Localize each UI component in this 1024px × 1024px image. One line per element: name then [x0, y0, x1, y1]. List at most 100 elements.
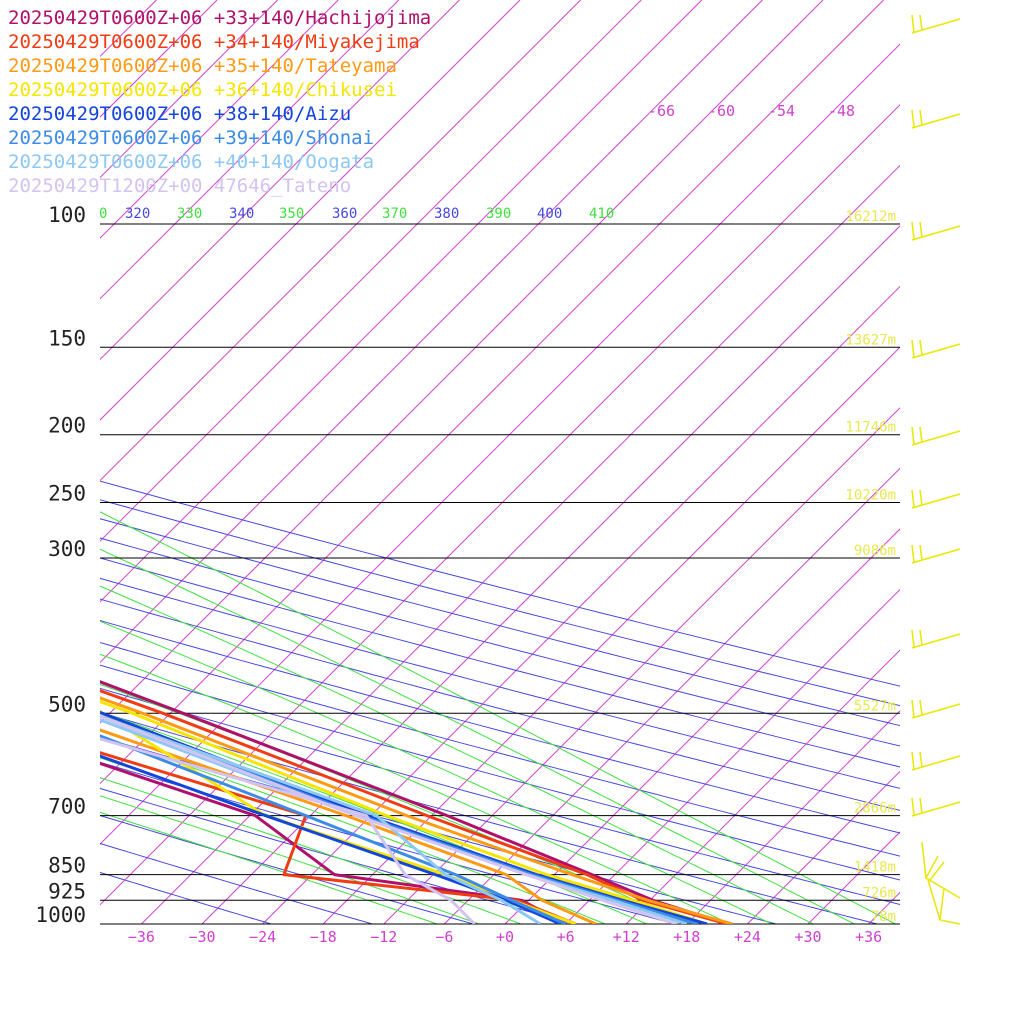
height-label: 1418m	[854, 860, 896, 876]
isotherm-line	[141, 164, 900, 924]
temperature-tick-label: +24	[734, 928, 761, 946]
dry-adiabat-line	[100, 687, 900, 906]
pressure-tick-label: 200	[48, 414, 86, 438]
pressure-tick-label: 700	[48, 795, 86, 819]
wind-barb	[911, 109, 961, 129]
isotherm-line	[100, 0, 824, 724]
pressure-tick-label: 850	[48, 854, 86, 878]
dewpoint-line	[100, 728, 597, 924]
legend-entry: 20250429T0600Z+06 +36+140/Chikusei	[8, 79, 397, 101]
pressure-tick-label: 500	[48, 692, 86, 716]
dewpoint-line	[100, 734, 567, 924]
dewpoint-line	[100, 737, 476, 924]
isotherm-line	[504, 528, 900, 924]
temperature-tick-label: +12	[613, 928, 640, 946]
isotherm-line	[100, 0, 521, 421]
legend-entry: 20250429T0600Z+06 +33+140/Hachijojima	[8, 7, 432, 29]
dry-adiabat-line	[100, 842, 375, 924]
theta-label: 390	[486, 206, 511, 222]
theta-label: 360	[332, 206, 357, 222]
sounding-series	[100, 680, 733, 924]
isotherm-line	[100, 0, 278, 179]
wind-barb	[911, 751, 961, 771]
pressure-tick-label: 250	[48, 482, 86, 506]
theta-label: 0	[99, 206, 107, 222]
isotherm-line	[747, 770, 900, 924]
legend-entry: 20250429T0600Z+06 +35+140/Tateyama	[8, 55, 397, 77]
legend-entry: 20250429T0600Z+06 +38+140/Aizu	[8, 103, 352, 125]
wind-barb	[911, 339, 961, 359]
temperature-tick-label: +30	[794, 928, 821, 946]
height-label: 726m	[862, 885, 896, 901]
moist-adiabat-line	[100, 585, 815, 924]
wind-barb	[921, 841, 961, 899]
moist-adiabat-line	[100, 653, 732, 924]
top-isotherm-label: -66	[648, 102, 675, 120]
theta-label: 350	[279, 206, 304, 222]
height-label: 2866m	[854, 801, 896, 817]
temperature-line	[100, 680, 728, 924]
isotherm-line	[100, 0, 400, 300]
legend-entry: 20250429T0600Z+06 +40+140/Oogata	[8, 151, 375, 173]
legend: 20250429T0600Z+06 +33+140/Hachijojima 202…	[8, 6, 431, 198]
height-label: 11746m	[845, 420, 896, 436]
isotherm-line	[100, 0, 703, 603]
wind-barb	[911, 699, 961, 719]
temperature-tick-label: +18	[673, 928, 700, 946]
wind-barb	[911, 426, 961, 446]
dry-adiabat-line	[100, 642, 900, 857]
wind-barb	[911, 14, 961, 34]
moist-adiabat-line	[100, 795, 481, 924]
pressure-tick-label: 300	[48, 537, 86, 561]
height-label: 16212m	[845, 209, 896, 225]
dry-adiabat-line	[100, 711, 880, 924]
moist-adiabat-line	[100, 710, 649, 924]
isotherm-line	[100, 0, 642, 542]
top-isotherm-label: -48	[828, 102, 855, 120]
legend-entry: 20250429T0600Z+06 +39+140/Shonai	[8, 127, 375, 149]
isobar-lines	[100, 223, 900, 925]
pressure-tick-label: 150	[48, 326, 86, 350]
theta-label: 330	[177, 206, 202, 222]
dry-adiabat-line	[100, 598, 900, 811]
wind-barb	[911, 544, 961, 564]
temperature-line	[100, 699, 708, 924]
temperature-line	[100, 696, 733, 924]
height-label: 5527m	[854, 698, 896, 714]
theta-label: 320	[125, 206, 150, 222]
dewpoint-line	[100, 754, 562, 924]
temperature-line	[100, 714, 678, 924]
isotherm-line	[807, 831, 900, 924]
temperature-tick-label: −6	[435, 928, 453, 946]
pressure-tick-label: 100	[48, 203, 86, 227]
dry-adiabat-line	[100, 664, 900, 881]
moist-adiabat-line	[100, 511, 897, 924]
wind-barbs	[911, 14, 961, 925]
moist-adiabat-line	[100, 811, 439, 924]
isotherm-line	[625, 649, 900, 924]
dewpoint-line	[100, 714, 542, 924]
legend-entry: 20250429T0600Z+06 +34+140/Miyakejima	[8, 31, 420, 53]
dry-adiabat-line	[100, 557, 900, 768]
temperature-tick-label: −24	[249, 928, 276, 946]
moist-adiabat-line	[100, 548, 856, 924]
isotherm-line	[201, 225, 900, 924]
height-label: 9086m	[854, 543, 896, 559]
temperature-tick-label: −30	[188, 928, 215, 946]
temperature-tick-label: +0	[496, 928, 514, 946]
moist-adiabat-lines	[100, 511, 897, 924]
top-isotherm-label: -54	[768, 102, 795, 120]
isotherm-line	[990, 0, 1024, 924]
wind-barb	[911, 221, 961, 241]
isotherm-line	[100, 43, 900, 845]
isotherm-line	[565, 588, 900, 924]
pressure-tick-label: 925	[48, 879, 86, 903]
dry-adiabat-line	[100, 814, 476, 924]
isotherm-line	[444, 467, 900, 924]
isotherm-line	[100, 0, 339, 239]
isotherm-line	[686, 710, 900, 924]
temperature-tick-label: −18	[310, 928, 337, 946]
temperature-line	[100, 689, 728, 924]
